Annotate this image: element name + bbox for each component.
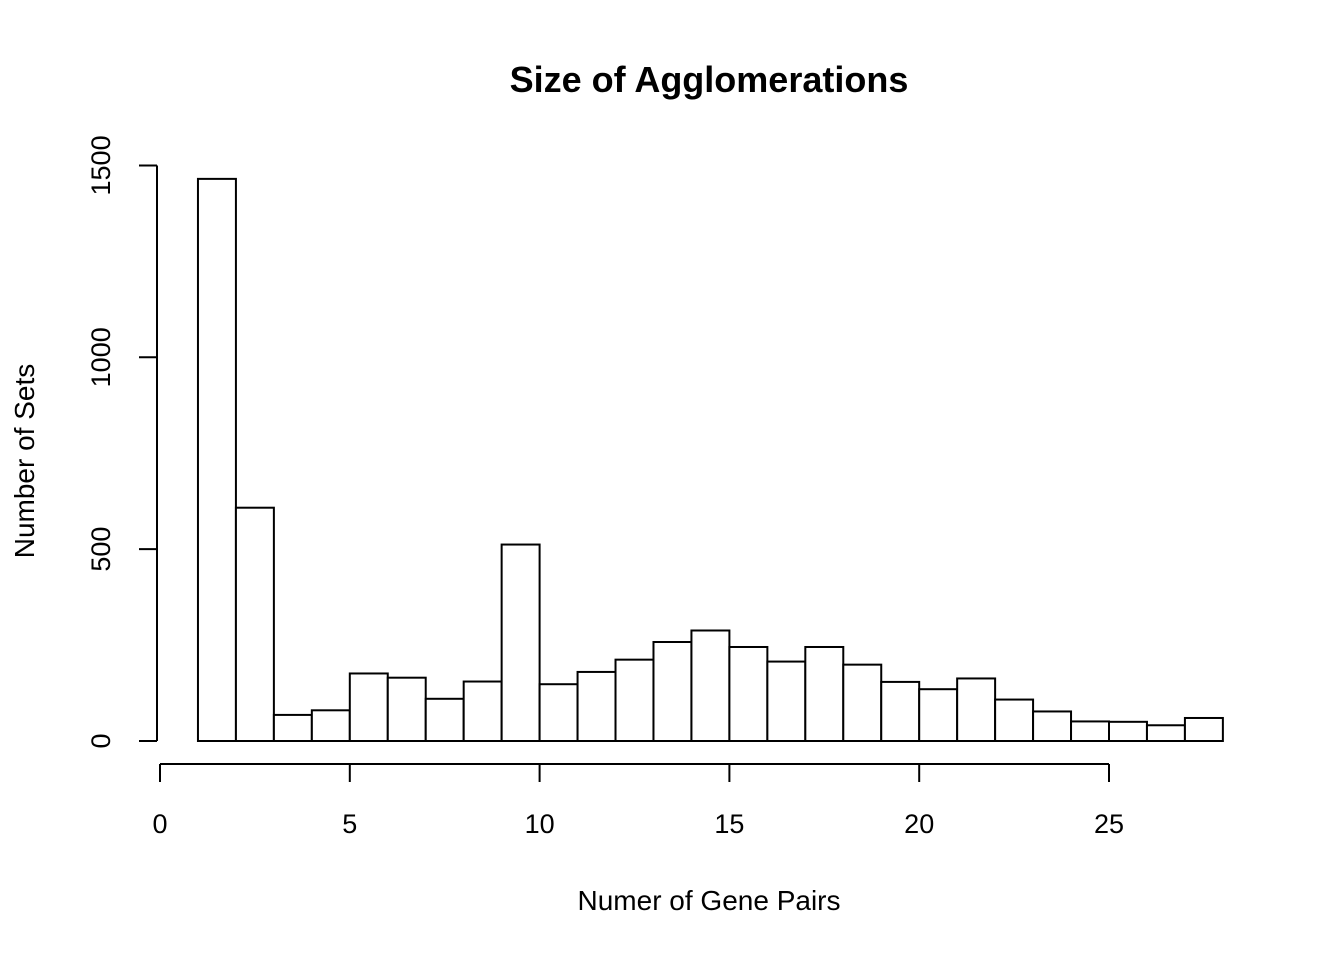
histogram-bar — [538, 683, 579, 743]
histogram-bar — [804, 645, 845, 743]
histogram-bar — [272, 713, 313, 742]
y-tick-label: 1000 — [86, 327, 116, 387]
x-tick-label: 5 — [342, 809, 357, 839]
histogram-bar — [842, 663, 883, 742]
histogram-bar — [576, 670, 617, 743]
histogram-bar — [1032, 710, 1073, 742]
histogram-bar — [1183, 716, 1224, 743]
bars-group — [196, 177, 1224, 743]
histogram-bar — [956, 677, 997, 743]
histogram-bar — [994, 698, 1035, 743]
histogram-bar — [614, 658, 655, 742]
histogram-bar — [766, 660, 807, 742]
histogram-bar — [310, 709, 351, 743]
histogram-bar — [234, 506, 275, 742]
histogram-bar — [690, 629, 731, 742]
y-axis: 0 500 1000 1500 — [86, 135, 158, 749]
histogram-bar — [728, 645, 769, 743]
histogram-bar — [500, 543, 541, 742]
histogram-bar — [1108, 720, 1148, 743]
histogram-bar — [1070, 720, 1111, 742]
x-axis: 0 5 10 15 20 25 — [152, 763, 1124, 839]
y-tick-label: 500 — [86, 527, 116, 572]
x-axis-label: Numer of Gene Pairs — [578, 885, 841, 916]
histogram-bar — [196, 177, 237, 742]
histogram-bar — [424, 697, 465, 743]
x-tick-label: 20 — [904, 809, 934, 839]
histogram-bar — [880, 680, 921, 743]
y-tick-label: 1500 — [86, 135, 116, 195]
x-tick-label: 0 — [152, 809, 167, 839]
y-axis-label: Number of Sets — [9, 364, 40, 559]
histogram-bar — [918, 688, 959, 742]
x-tick-label: 25 — [1094, 809, 1124, 839]
histogram-bar — [1145, 724, 1186, 743]
histogram-bar — [652, 641, 693, 742]
y-tick-label: 0 — [86, 733, 116, 748]
x-tick-label: 15 — [714, 809, 744, 839]
x-tick-label: 10 — [525, 809, 555, 839]
histogram-bar — [386, 676, 427, 743]
histogram-bar — [462, 680, 503, 742]
histogram-bar — [348, 672, 389, 743]
chart-title: Size of Agglomerations — [510, 59, 909, 100]
